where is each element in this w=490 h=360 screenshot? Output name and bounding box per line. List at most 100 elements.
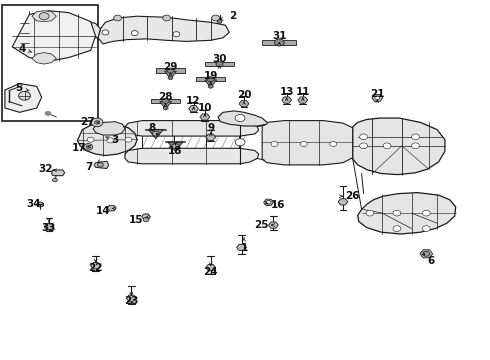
Polygon shape [237,244,246,251]
Circle shape [19,91,30,100]
Polygon shape [160,102,172,108]
Text: 11: 11 [295,87,310,97]
Circle shape [360,143,368,149]
Circle shape [393,226,401,231]
Polygon shape [5,84,42,112]
Polygon shape [91,262,100,269]
Text: 21: 21 [370,89,385,99]
Polygon shape [282,97,292,103]
Polygon shape [218,111,267,126]
Circle shape [125,137,132,142]
Circle shape [45,111,51,116]
Text: 22: 22 [88,263,103,273]
Circle shape [102,30,109,35]
Circle shape [52,178,57,182]
Polygon shape [189,105,198,112]
Polygon shape [239,100,249,107]
Polygon shape [200,114,210,120]
Circle shape [422,210,430,216]
Polygon shape [205,80,217,86]
Text: 10: 10 [197,103,212,113]
Circle shape [360,134,368,140]
Polygon shape [12,11,96,61]
Text: 4: 4 [18,44,26,54]
Polygon shape [262,40,296,45]
Polygon shape [51,170,65,176]
Circle shape [172,144,179,149]
Text: 25: 25 [254,220,269,230]
Polygon shape [77,123,137,156]
Text: 20: 20 [237,90,251,100]
Circle shape [383,143,391,149]
Text: 15: 15 [129,215,144,225]
Polygon shape [358,193,456,234]
Polygon shape [420,250,433,258]
Text: 30: 30 [212,54,227,64]
Circle shape [266,201,271,204]
Text: 34: 34 [26,199,41,210]
Polygon shape [338,199,348,205]
Text: 28: 28 [158,92,173,102]
Circle shape [91,118,103,127]
Polygon shape [32,11,56,22]
Polygon shape [298,97,308,103]
Text: 7: 7 [85,162,93,172]
Polygon shape [205,62,234,66]
Circle shape [107,138,114,143]
Text: 3: 3 [112,135,119,145]
Polygon shape [264,199,273,206]
Circle shape [167,68,174,73]
Circle shape [274,39,284,46]
Circle shape [168,76,173,80]
Polygon shape [94,161,109,168]
Text: 18: 18 [168,146,183,156]
Polygon shape [107,205,116,211]
Circle shape [208,85,213,88]
Circle shape [422,226,430,231]
Text: 6: 6 [428,256,435,266]
Polygon shape [262,121,353,165]
Text: 31: 31 [272,31,287,41]
Circle shape [95,121,99,124]
Circle shape [163,106,168,110]
Polygon shape [126,295,136,301]
Polygon shape [168,142,183,151]
Polygon shape [206,134,216,140]
Circle shape [152,131,159,136]
Circle shape [366,210,374,216]
Circle shape [216,62,223,67]
Text: 23: 23 [124,296,139,306]
Polygon shape [77,22,100,38]
Circle shape [37,202,44,207]
Text: 12: 12 [186,96,201,106]
Circle shape [412,134,419,140]
Circle shape [275,39,284,46]
Polygon shape [269,222,278,228]
Text: 14: 14 [96,206,110,216]
Text: 1: 1 [241,243,247,253]
Polygon shape [196,77,225,81]
Text: 24: 24 [203,267,218,277]
Text: 2: 2 [230,11,237,21]
Polygon shape [372,94,383,102]
Circle shape [173,32,180,37]
Circle shape [271,141,278,147]
Circle shape [235,139,245,146]
Polygon shape [32,53,56,64]
Circle shape [87,137,94,142]
Text: 26: 26 [345,191,360,201]
Bar [2,5,98,121]
Circle shape [375,96,380,100]
Circle shape [163,15,171,21]
Circle shape [330,141,337,147]
Circle shape [98,163,103,167]
Polygon shape [151,99,180,103]
Circle shape [235,114,245,122]
Circle shape [423,251,430,256]
Text: 8: 8 [148,123,155,133]
Polygon shape [125,121,259,136]
Text: 17: 17 [72,143,87,153]
Text: 29: 29 [163,62,178,72]
Text: 19: 19 [203,71,218,81]
Polygon shape [98,16,229,44]
